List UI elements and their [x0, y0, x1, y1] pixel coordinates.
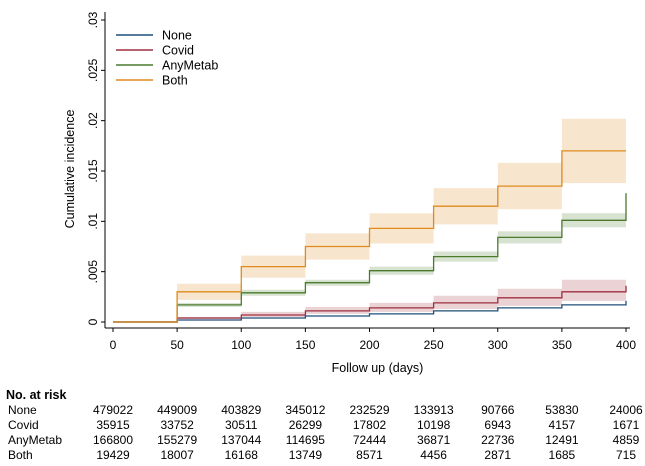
risk-row-label: Covid [8, 418, 39, 432]
risk-cell: 33752 [160, 418, 194, 432]
risk-row-label: None [8, 403, 37, 417]
x-tick-label: 0 [110, 338, 117, 352]
cumulative-incidence-chart: 0 .005 .01 .015 .02 .025 .03 0 50 100 150 200 250 300… [63, 11, 636, 375]
risk-row-label: Both [8, 448, 33, 462]
risk-cell: 19429 [96, 448, 130, 462]
risk-cell: 166800 [92, 433, 134, 447]
risk-cell: 18007 [160, 448, 194, 462]
risk-cell: 36871 [416, 433, 451, 447]
risk-cell: 449009 [157, 403, 198, 417]
risk-cell: 479022 [92, 403, 134, 417]
risk-cell: 90766 [481, 403, 515, 417]
risk-cell: 22736 [481, 433, 515, 447]
confidence-bands [113, 118, 626, 322]
risk-cell: 137044 [221, 433, 262, 447]
risk-cell: 24006 [609, 403, 643, 417]
y-tick-label: .02 [86, 112, 100, 129]
risk-row-both: Both 19429 18007 16168 13749 8571 4456 2871 1685… [0, 448, 645, 463]
risk-cell: 6943 [484, 418, 512, 432]
legend-label-anymetab: AnyMetab [162, 59, 218, 73]
risk-cell: 13749 [288, 448, 323, 462]
y-tick-label: .005 [86, 260, 100, 284]
risk-cell: 72444 [352, 433, 387, 447]
risk-cell: 133913 [413, 403, 454, 417]
risk-cell: 8571 [356, 448, 383, 462]
risk-cell: 10198 [416, 418, 451, 432]
series-line-anymetab [113, 193, 627, 323]
series-line-covid [113, 285, 627, 323]
y-tick-label: .03 [86, 11, 100, 28]
x-tick-label: 200 [359, 338, 379, 352]
legend-label-none: None [162, 29, 192, 43]
series-lines [113, 150, 627, 323]
risk-cell: 35915 [96, 418, 130, 432]
ci-band-both [113, 118, 626, 322]
y-tick-label: .01 [86, 213, 100, 230]
risk-table-title: No. at risk [6, 388, 67, 402]
x-tick-label: 350 [552, 338, 572, 352]
risk-cell: 2871 [484, 448, 512, 462]
x-tick-label: 100 [231, 338, 251, 352]
risk-cell: 155279 [157, 433, 198, 447]
risk-cell: 345012 [285, 403, 326, 417]
risk-row-anymetab: AnyMetab 166800 155279 137044 114695 72444 368… [0, 433, 645, 448]
risk-row-covid: Covid 35915 33752 30511 26299 17802 10198 6943 4… [0, 418, 645, 433]
risk-row-none: None 479022 449009 403829 345012 232529 133913… [0, 403, 645, 418]
risk-row-label: AnyMetab [8, 433, 63, 447]
legend-label-covid: Covid [162, 44, 194, 58]
risk-cell: 4859 [612, 433, 640, 447]
risk-cell: 4157 [548, 418, 576, 432]
x-tick-label: 400 [616, 338, 636, 352]
series-line-none [113, 300, 627, 323]
risk-cell: 114695 [285, 433, 325, 447]
risk-cell: 12491 [545, 433, 579, 447]
risk-cell: 16168 [224, 448, 258, 462]
x-tick-label: 150 [295, 338, 315, 352]
x-axis-title: Follow up (days) [332, 361, 424, 375]
risk-cell: 26299 [288, 418, 323, 432]
x-tick-label: 250 [424, 338, 444, 352]
risk-cell: 53830 [545, 403, 579, 417]
x-tick-label: 300 [488, 338, 508, 352]
y-axis-title: Cumulative incidence [63, 110, 77, 229]
risk-cell: 4456 [420, 448, 447, 462]
risk-cell: 715 [615, 448, 637, 462]
risk-cell: 232529 [349, 403, 390, 417]
axes: 0 .005 .01 .015 .02 .025 .03 0 50 100 150 200 250 300… [63, 11, 636, 375]
y-tick-label: 0 [86, 318, 100, 325]
risk-cell: 403829 [221, 403, 262, 417]
ci-band-covid [113, 271, 626, 322]
series-line-both [113, 150, 626, 323]
risk-cell: 1685 [548, 448, 576, 462]
risk-cell: 30511 [225, 418, 258, 432]
x-tick-label: 50 [170, 338, 184, 352]
legend-label-both: Both [162, 74, 188, 88]
y-tick-label: .025 [86, 58, 100, 82]
y-tick-label: .015 [86, 159, 100, 183]
risk-cell: 1671 [612, 418, 640, 432]
risk-cell: 17802 [352, 418, 387, 432]
